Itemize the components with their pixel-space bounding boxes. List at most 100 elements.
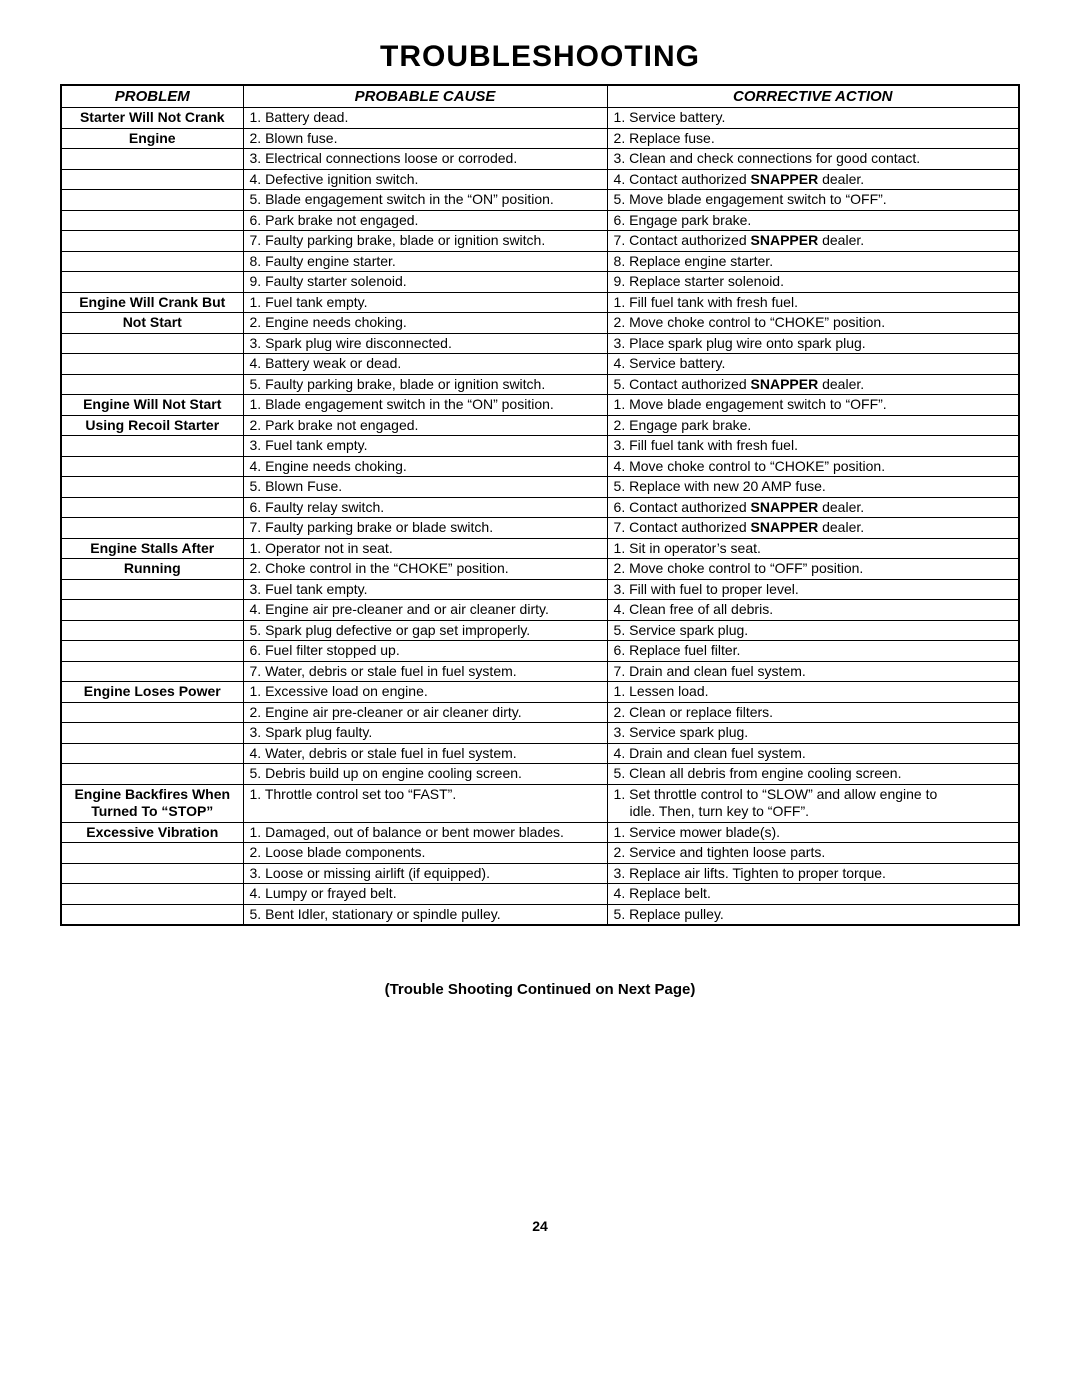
- problem-cell-empty: [61, 477, 243, 498]
- action-cell: 6. Engage park brake.: [607, 210, 1019, 231]
- table-row: Engine Will Crank But1. Fuel tank empty.…: [61, 292, 1019, 313]
- cause-cell: 7. Faulty parking brake or blade switch.: [243, 518, 607, 539]
- problem-cell: Engine: [61, 128, 243, 149]
- problem-cell-empty: [61, 764, 243, 785]
- table-row: 6. Faulty relay switch.6. Contact author…: [61, 497, 1019, 518]
- problem-cell: Engine Stalls After: [61, 538, 243, 559]
- action-cell: 5. Replace pulley.: [607, 904, 1019, 925]
- problem-cell-empty: [61, 518, 243, 539]
- table-row: 7. Water, debris or stale fuel in fuel s…: [61, 661, 1019, 682]
- problem-cell-empty: [61, 436, 243, 457]
- cause-cell: 4. Water, debris or stale fuel in fuel s…: [243, 743, 607, 764]
- action-cell: 6. Contact authorized SNAPPER dealer.: [607, 497, 1019, 518]
- action-cell: 4. Clean free of all debris.: [607, 600, 1019, 621]
- cause-cell: 1. Battery dead.: [243, 108, 607, 129]
- page-title: TROUBLESHOOTING: [60, 40, 1020, 74]
- page-number: 24: [60, 1218, 1020, 1234]
- problem-cell-empty: [61, 641, 243, 662]
- table-row: 3. Loose or missing airlift (if equipped…: [61, 863, 1019, 884]
- problem-cell: Not Start: [61, 313, 243, 334]
- problem-cell-empty: [61, 354, 243, 375]
- cause-cell: 4. Defective ignition switch.: [243, 169, 607, 190]
- problem-cell-empty: [61, 169, 243, 190]
- action-cell: 5. Service spark plug.: [607, 620, 1019, 641]
- cause-cell: 3. Loose or missing airlift (if equipped…: [243, 863, 607, 884]
- table-row: Engine Will Not Start1. Blade engagement…: [61, 395, 1019, 416]
- action-cell: 5. Clean all debris from engine cooling …: [607, 764, 1019, 785]
- cause-cell: 1. Fuel tank empty.: [243, 292, 607, 313]
- cause-cell: 2. Choke control in the “CHOKE” position…: [243, 559, 607, 580]
- cause-cell: 2. Park brake not engaged.: [243, 415, 607, 436]
- problem-cell-empty: [61, 702, 243, 723]
- action-cell: 3. Place spark plug wire onto spark plug…: [607, 333, 1019, 354]
- header-cause: PROBABLE CAUSE: [243, 85, 607, 108]
- action-cell: 3. Service spark plug.: [607, 723, 1019, 744]
- action-cell: 2. Clean or replace filters.: [607, 702, 1019, 723]
- action-cell: 1. Lessen load.: [607, 682, 1019, 703]
- action-cell: 1. Set throttle control to “SLOW” and al…: [607, 784, 1019, 822]
- cause-cell: 5. Debris build up on engine cooling scr…: [243, 764, 607, 785]
- problem-cell-empty: [61, 374, 243, 395]
- problem-cell: Using Recoil Starter: [61, 415, 243, 436]
- continued-note: (Trouble Shooting Continued on Next Page…: [60, 981, 1020, 998]
- cause-cell: 1. Blade engagement switch in the “ON” p…: [243, 395, 607, 416]
- table-row: 4. Engine air pre-cleaner and or air cle…: [61, 600, 1019, 621]
- problem-cell: Starter Will Not Crank: [61, 108, 243, 129]
- action-cell: 9. Replace starter solenoid.: [607, 272, 1019, 293]
- action-cell: 5. Contact authorized SNAPPER dealer.: [607, 374, 1019, 395]
- action-cell: 1. Fill fuel tank with fresh fuel.: [607, 292, 1019, 313]
- problem-cell-empty: [61, 231, 243, 252]
- cause-cell: 7. Water, debris or stale fuel in fuel s…: [243, 661, 607, 682]
- cause-cell: 3. Spark plug faulty.: [243, 723, 607, 744]
- table-row: 5. Bent Idler, stationary or spindle pul…: [61, 904, 1019, 925]
- cause-cell: 2. Blown fuse.: [243, 128, 607, 149]
- cause-cell: 3. Spark plug wire disconnected.: [243, 333, 607, 354]
- problem-cell: Engine Backfires WhenTurned To “STOP”: [61, 784, 243, 822]
- cause-cell: 8. Faulty engine starter.: [243, 251, 607, 272]
- cause-cell: 6. Fuel filter stopped up.: [243, 641, 607, 662]
- cause-cell: 1. Throttle control set too “FAST”.: [243, 784, 607, 822]
- action-cell: 4. Replace belt.: [607, 884, 1019, 905]
- problem-cell-empty: [61, 497, 243, 518]
- cause-cell: 1. Damaged, out of balance or bent mower…: [243, 822, 607, 843]
- action-cell: 3. Fill fuel tank with fresh fuel.: [607, 436, 1019, 457]
- action-cell: 2. Replace fuse.: [607, 128, 1019, 149]
- action-cell: 7. Drain and clean fuel system.: [607, 661, 1019, 682]
- action-cell: 4. Service battery.: [607, 354, 1019, 375]
- table-row: 3. Electrical connections loose or corro…: [61, 149, 1019, 170]
- table-row: 5. Blade engagement switch in the “ON” p…: [61, 190, 1019, 211]
- cause-cell: 3. Fuel tank empty.: [243, 436, 607, 457]
- table-row: 3. Fuel tank empty.3. Fill fuel tank wit…: [61, 436, 1019, 457]
- cause-cell: 2. Engine air pre-cleaner or air cleaner…: [243, 702, 607, 723]
- action-cell: 3. Fill with fuel to proper level.: [607, 579, 1019, 600]
- cause-cell: 3. Electrical connections loose or corro…: [243, 149, 607, 170]
- problem-cell-empty: [61, 743, 243, 764]
- table-row: Engine Loses Power1. Excessive load on e…: [61, 682, 1019, 703]
- action-cell: 7. Contact authorized SNAPPER dealer.: [607, 518, 1019, 539]
- cause-cell: 5. Bent Idler, stationary or spindle pul…: [243, 904, 607, 925]
- problem-cell-empty: [61, 579, 243, 600]
- cause-cell: 4. Battery weak or dead.: [243, 354, 607, 375]
- cause-cell: 2. Engine needs choking.: [243, 313, 607, 334]
- table-row: 4. Defective ignition switch.4. Contact …: [61, 169, 1019, 190]
- cause-cell: 1. Excessive load on engine.: [243, 682, 607, 703]
- cause-cell: 2. Loose blade components.: [243, 843, 607, 864]
- cause-cell: 6. Park brake not engaged.: [243, 210, 607, 231]
- cause-cell: 4. Engine air pre-cleaner and or air cle…: [243, 600, 607, 621]
- problem-cell-empty: [61, 661, 243, 682]
- problem-cell: Running: [61, 559, 243, 580]
- table-row: 5. Faulty parking brake, blade or igniti…: [61, 374, 1019, 395]
- header-action: CORRECTIVE ACTION: [607, 85, 1019, 108]
- problem-cell: Engine Will Not Start: [61, 395, 243, 416]
- problem-cell-empty: [61, 333, 243, 354]
- cause-cell: 3. Fuel tank empty.: [243, 579, 607, 600]
- cause-cell: 6. Faulty relay switch.: [243, 497, 607, 518]
- action-cell: 1. Move blade engagement switch to “OFF”…: [607, 395, 1019, 416]
- action-cell: 3. Replace air lifts. Tighten to proper …: [607, 863, 1019, 884]
- table-row: 3. Spark plug wire disconnected.3. Place…: [61, 333, 1019, 354]
- problem-cell-empty: [61, 843, 243, 864]
- cause-cell: 4. Engine needs choking.: [243, 456, 607, 477]
- table-header-row: PROBLEM PROBABLE CAUSE CORRECTIVE ACTION: [61, 85, 1019, 108]
- table-row: 8. Faulty engine starter.8. Replace engi…: [61, 251, 1019, 272]
- action-cell: 4. Move choke control to “CHOKE” positio…: [607, 456, 1019, 477]
